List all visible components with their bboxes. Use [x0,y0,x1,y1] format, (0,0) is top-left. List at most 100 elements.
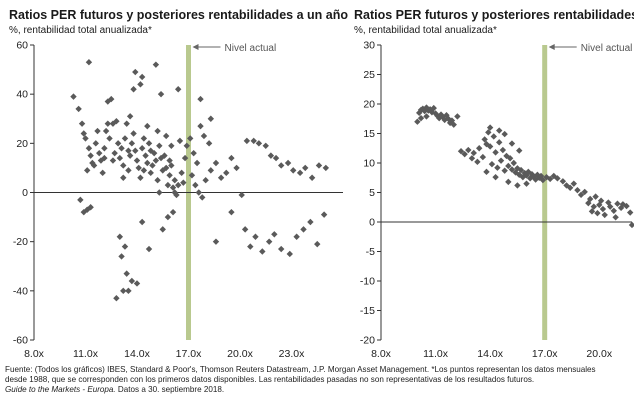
data-point [145,140,153,147]
data-point [417,114,425,122]
data-point [133,280,141,287]
data-point [132,68,139,76]
data-point [121,135,129,142]
data-point [175,86,182,93]
y-tick-label: 0 [22,187,28,199]
data-point [612,214,619,221]
chart-panel-right: Ratios PER futuros y posteriores rentabi… [345,0,634,360]
data-point [307,218,314,226]
data-point [85,59,93,66]
data-point [446,119,454,127]
data-point [516,147,523,154]
current-level-label: Nivel actual [581,43,633,54]
data-point [133,157,141,164]
y-tick-label: -40 [13,285,28,297]
data-point [423,113,430,120]
data-point [592,193,599,200]
data-point [200,132,208,140]
y-tick-label: 20 [16,138,28,150]
data-point [255,140,263,147]
data-point [154,127,161,135]
data-point [145,245,153,253]
data-point [168,162,175,169]
data-point [259,248,266,255]
data-point [108,95,115,103]
data-point [490,133,497,140]
data-point [250,137,257,145]
data-point [154,177,161,184]
data-point [623,202,630,210]
data-point [488,160,496,168]
data-point [519,173,527,181]
data-point [238,191,245,199]
data-point [190,149,197,157]
footnote-line-2: desde 1988, que se corresponden con los … [5,375,535,384]
data-point [302,164,309,172]
data-point [178,169,185,177]
x-tick-label: 11.0x [423,348,449,360]
data-point [494,164,501,171]
data-point [169,208,177,216]
data-point [437,111,445,118]
data-point [322,164,330,172]
data-point [450,121,457,128]
data-point [168,142,175,149]
data-point [207,167,215,174]
data-point [82,135,89,142]
data-point [197,122,204,130]
data-point [130,130,137,137]
data-point [113,295,120,302]
data-point [492,173,499,181]
data-point [128,140,136,147]
data-point [171,177,178,184]
x-tick-label: 14.0x [124,348,150,360]
data-point [496,139,503,146]
data-point [123,120,130,127]
data-point [138,73,146,81]
data-point [125,147,132,154]
data-point [109,157,117,164]
data-point [85,145,93,152]
data-point [267,152,275,159]
data-point [486,124,494,131]
data-point [147,147,154,154]
data-point [247,243,254,250]
arrow-head-icon [548,44,555,50]
data-point [212,159,220,167]
data-point [77,196,84,204]
guide-title: Guide to the Markets - Europa. [5,385,116,394]
data-point [78,120,86,127]
y-tick-label: 5 [369,187,375,199]
data-point [278,245,285,253]
chart-panel-left: Ratios PER futuros y posteriores rentabi… [0,0,348,360]
y-tick-label: 30 [363,40,375,52]
chart-title-left: Ratios PER futuros y posteriores rentabi… [9,8,348,22]
x-tick-label: 17.0x [176,348,202,360]
data-point [454,113,461,120]
data-point [152,157,160,164]
current-level-band [542,45,548,340]
data-point [414,118,421,125]
data-point [175,181,182,189]
data-point [485,129,492,136]
data-point [628,221,634,229]
data-point [128,277,136,285]
data-point [99,169,106,177]
data-point [159,226,166,233]
data-point [171,189,178,196]
data-point [188,172,196,179]
data-point [113,118,120,125]
data-point [181,154,189,162]
chart-subtitle-right: %, rentabilidad total anualizada* [354,25,497,36]
data-point [92,140,99,147]
data-point [169,184,177,191]
data-point [180,179,187,186]
data-point [510,159,517,167]
y-tick-label: 0 [369,217,375,229]
data-point [144,159,151,167]
data-point [432,110,439,117]
y-tick-label: -60 [13,335,28,347]
data-point [142,152,149,159]
chart-title-right: Ratios PER futuros y posteriores rentabi… [354,8,634,22]
data-point [152,61,160,68]
